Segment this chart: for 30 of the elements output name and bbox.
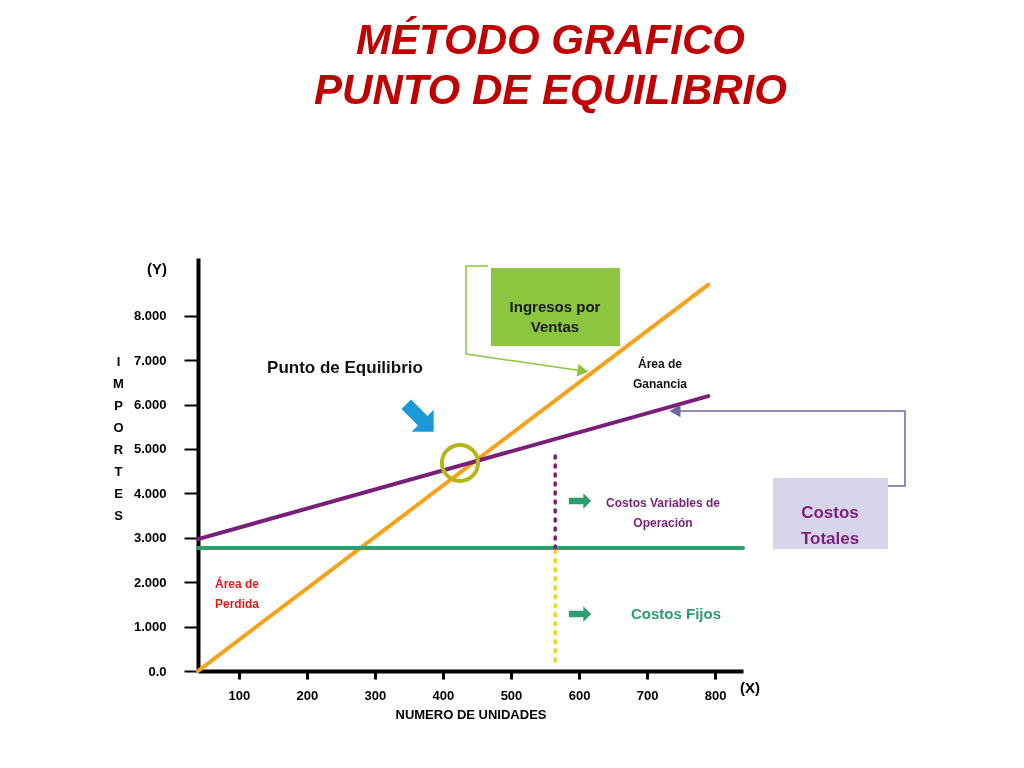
y-tick-label: 7.000	[133, 352, 167, 368]
x-tick-label: 400	[432, 687, 455, 703]
text: Costos Totales	[800, 503, 860, 548]
y-tick-label: 1.000	[133, 619, 167, 635]
y-tick-label: 4.000	[133, 485, 167, 501]
y-tick-label: 0.0	[148, 663, 167, 679]
series-label: Ingresos por Ventas	[509, 298, 601, 335]
y-tick-label: 6.000	[133, 397, 167, 413]
annotation: Punto de Equilibrio	[267, 358, 423, 377]
y-tick-label: 8.000	[133, 308, 167, 324]
chart-title: MÉTODO GRAFICO	[356, 16, 745, 63]
y-tick-label: 3.000	[133, 530, 167, 546]
text: (X)	[740, 679, 760, 696]
x-tick-label: 100	[228, 687, 251, 703]
x-tick-label: 200	[296, 687, 319, 703]
x-tick-label: 800	[704, 687, 727, 703]
x-tick-label: 300	[364, 687, 387, 703]
chart-subtitle: PUNTO DE EQUILIBRIO	[314, 66, 787, 114]
y-axis-title: IMPORTES	[113, 353, 124, 523]
text: (Y)	[147, 260, 167, 277]
text: Costos Fijos	[630, 605, 722, 622]
annotation: Área de Ganancia	[632, 356, 688, 391]
x-axis-title: NUMERO DE UNIDADES	[395, 706, 547, 722]
x-tick-label: 700	[636, 687, 659, 703]
x-tick-label: 500	[500, 687, 523, 703]
y-tick-label: 5.000	[133, 441, 167, 457]
y-tick-label: 2.000	[133, 574, 167, 590]
x-tick-label: 600	[568, 687, 591, 703]
annotation: Costos Variables de Operación	[605, 496, 721, 530]
annotation: Área de Perdida	[214, 576, 260, 611]
